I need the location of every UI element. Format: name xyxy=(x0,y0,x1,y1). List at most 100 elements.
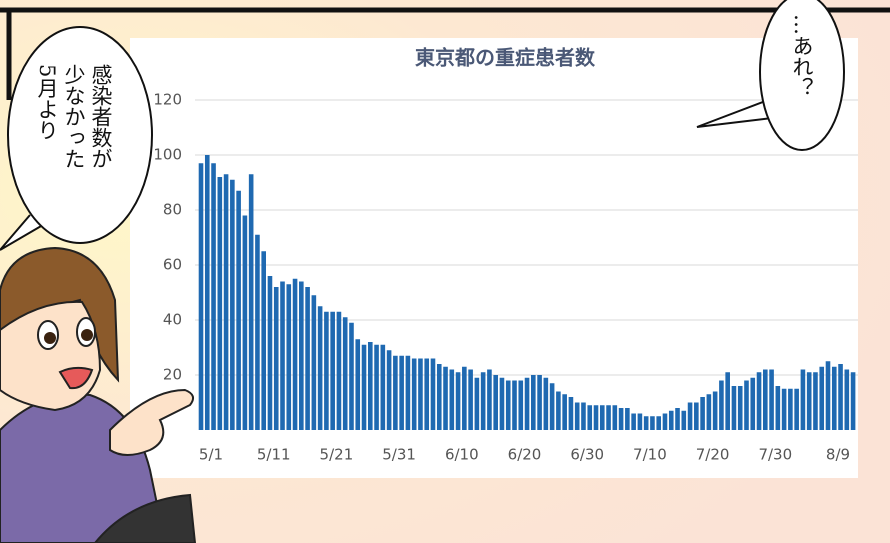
bar xyxy=(299,282,304,431)
bar xyxy=(437,364,442,430)
bar xyxy=(406,356,411,430)
bar xyxy=(851,372,856,430)
bar xyxy=(782,389,787,430)
bar xyxy=(286,284,291,430)
bar xyxy=(838,364,843,430)
bar xyxy=(650,416,655,430)
bar xyxy=(644,416,649,430)
bar xyxy=(845,370,850,431)
bar xyxy=(493,375,498,430)
speech-left: 感染者数が 少なかった 5月より xyxy=(33,64,114,224)
bar xyxy=(732,386,737,430)
bar xyxy=(537,375,542,430)
bar xyxy=(719,381,724,431)
speech-right: …あれ？ xyxy=(788,14,815,134)
bar xyxy=(236,191,241,430)
bar xyxy=(569,397,574,430)
bar xyxy=(199,163,204,430)
bar xyxy=(826,361,831,430)
bar xyxy=(550,383,555,430)
bar xyxy=(349,323,354,430)
bar xyxy=(769,370,774,431)
bar xyxy=(456,372,461,430)
bar xyxy=(431,359,436,431)
bar xyxy=(575,403,580,431)
bar xyxy=(531,375,536,430)
bar xyxy=(801,370,806,431)
bar xyxy=(293,279,298,430)
y-tick-label: 120 xyxy=(153,91,182,109)
bar xyxy=(399,356,404,430)
bar xyxy=(625,408,630,430)
bar xyxy=(506,381,511,431)
bar xyxy=(312,295,317,430)
bar xyxy=(788,389,793,430)
bar xyxy=(274,287,279,430)
bar xyxy=(468,370,473,431)
bar xyxy=(776,386,781,430)
x-tick-label: 7/20 xyxy=(696,446,730,464)
bar xyxy=(218,177,223,430)
bar xyxy=(261,251,266,430)
y-tick-label: 60 xyxy=(163,256,182,274)
x-tick-label: 5/11 xyxy=(257,446,291,464)
bar xyxy=(638,414,643,431)
bar xyxy=(832,367,837,430)
bar xyxy=(381,345,386,430)
bar xyxy=(249,174,254,430)
y-tick-label: 80 xyxy=(163,201,182,219)
bar xyxy=(255,235,260,430)
speech-line: 少なかった xyxy=(62,64,86,169)
bar xyxy=(794,389,799,430)
x-tick-label: 5/21 xyxy=(320,446,354,464)
bar xyxy=(556,392,561,431)
bar xyxy=(675,408,680,430)
bar xyxy=(205,155,210,430)
bar xyxy=(707,394,712,430)
bar xyxy=(268,276,273,430)
bar xyxy=(462,367,467,430)
bar xyxy=(525,378,530,430)
bar xyxy=(368,342,373,430)
bar xyxy=(243,216,248,431)
chart: 東京都の重症患者数 204060801001205/15/115/215/316… xyxy=(0,0,890,543)
y-tick-label: 100 xyxy=(153,146,182,164)
bar xyxy=(512,381,517,431)
bar xyxy=(807,372,812,430)
bar xyxy=(688,403,693,431)
bar xyxy=(318,306,323,430)
bar xyxy=(230,180,235,430)
bar xyxy=(631,414,636,431)
bar xyxy=(606,405,611,430)
bar xyxy=(362,345,367,430)
bar xyxy=(544,378,549,430)
bar xyxy=(443,367,448,430)
bar xyxy=(613,405,618,430)
bar xyxy=(738,386,743,430)
bar xyxy=(656,416,661,430)
y-tick-label: 20 xyxy=(163,366,182,384)
bar xyxy=(211,163,216,430)
bar xyxy=(763,370,768,431)
x-tick-label: 7/10 xyxy=(633,446,667,464)
bar xyxy=(412,359,417,431)
bar xyxy=(224,174,229,430)
bar xyxy=(600,405,605,430)
bar xyxy=(330,312,335,430)
bar xyxy=(337,312,342,430)
bar xyxy=(819,367,824,430)
bar xyxy=(280,282,285,431)
bar xyxy=(694,403,699,431)
bar xyxy=(487,370,492,431)
bar xyxy=(587,405,592,430)
bar xyxy=(663,414,668,431)
bar xyxy=(475,378,480,430)
speech-line: 5月より xyxy=(35,64,59,140)
x-tick-label: 5/31 xyxy=(382,446,416,464)
bar xyxy=(700,397,705,430)
bar xyxy=(619,408,624,430)
manga-panel: 東京都の重症患者数 204060801001205/15/115/215/316… xyxy=(0,0,890,543)
bar xyxy=(750,378,755,430)
bar xyxy=(669,411,674,430)
y-tick-label: 40 xyxy=(163,311,182,329)
